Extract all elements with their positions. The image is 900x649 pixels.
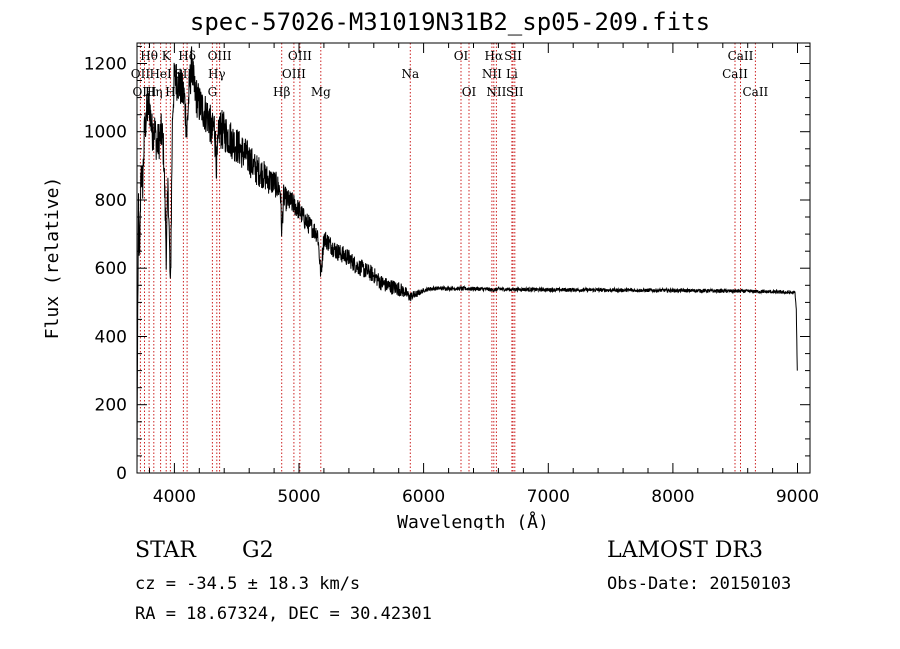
obs-date: Obs-Date: 20150103	[607, 574, 792, 594]
spectral-line-label: Hγ	[208, 67, 226, 81]
x-axis-label: Wavelength (Å)	[397, 511, 549, 530]
spectral-line-label: CaII	[722, 67, 748, 81]
redshift-readout: cz = -34.5 ± 18.3 km/s	[135, 574, 361, 594]
spectral-line-label: CaII	[742, 85, 768, 99]
spectral-line-label: NII	[486, 85, 506, 99]
y-axis-ticks: 0 200 400 600 800 1000 1200	[84, 45, 810, 484]
y-tick-label: 1200	[84, 55, 127, 75]
spectral-line-label: Hβ	[273, 85, 290, 99]
spectral-line-label: OIII	[288, 49, 312, 63]
spectral-line-label: OI	[454, 49, 469, 63]
y-tick-label: 200	[95, 396, 127, 416]
spectral-line-label: Hα	[485, 49, 504, 63]
spectral-line-label: SII	[506, 85, 524, 99]
x-tick-label: 8000	[651, 487, 694, 507]
x-axis-ticks: 4000 5000 6000 7000 8000 9000	[149, 43, 819, 507]
survey-name: LAMOST DR3	[607, 538, 763, 563]
spectral-line-label: Na	[401, 67, 419, 81]
spectral-line-label: Mg	[311, 85, 331, 99]
y-tick-label: 0	[116, 464, 127, 484]
spectral-line-label: OIII	[282, 67, 306, 81]
spectral-line-label: OIII	[208, 49, 232, 63]
spectrum-line	[136, 46, 798, 474]
spectral-line-label: Hδ	[178, 49, 196, 63]
spectral-line-label: HeI	[149, 67, 172, 81]
coordinates: RA = 18.67324, DEC = 30.42301	[135, 604, 432, 624]
y-tick-label: 600	[95, 259, 127, 279]
x-tick-label: 4000	[153, 487, 196, 507]
spectral-line-label: G	[208, 85, 218, 99]
spectral-line-label: OII	[131, 67, 151, 81]
spectral-line-label: OIII	[132, 85, 156, 99]
spectral-line-label: CaII	[728, 49, 754, 63]
spectral-line-label: SII	[504, 49, 522, 63]
spectral-line-label: Hθ	[140, 49, 158, 63]
x-tick-label: 9000	[776, 487, 819, 507]
spectral-line-label: K	[162, 49, 172, 63]
y-tick-label: 800	[95, 191, 127, 211]
x-tick-label: 5000	[277, 487, 320, 507]
y-tick-label: 1000	[84, 123, 127, 143]
plot-title: spec-57026-M31019N31B2_sp05-209.fits	[189, 8, 711, 36]
x-tick-label: 7000	[527, 487, 570, 507]
object-class: STAR	[135, 538, 196, 563]
y-tick-label: 400	[95, 328, 127, 348]
spectral-subclass: G2	[242, 538, 274, 563]
spectral-line-markers	[139, 43, 756, 473]
spectral-line-label: Hη	[145, 85, 163, 99]
spectral-line-label: NII	[482, 67, 502, 81]
y-axis-label: Flux (relative)	[42, 177, 63, 340]
spectral-line-label: SII	[175, 67, 193, 81]
spectral-line-label: OI	[462, 85, 477, 99]
plot-frame	[136, 42, 811, 474]
spectral-line-label: H	[165, 85, 175, 99]
spectrum-plot: 4000 5000 6000 7000 8000 9000 0 200 400 600 800 10…	[42, 42, 819, 530]
spectral-line-label: Li	[506, 67, 518, 81]
x-tick-label: 6000	[402, 487, 445, 507]
